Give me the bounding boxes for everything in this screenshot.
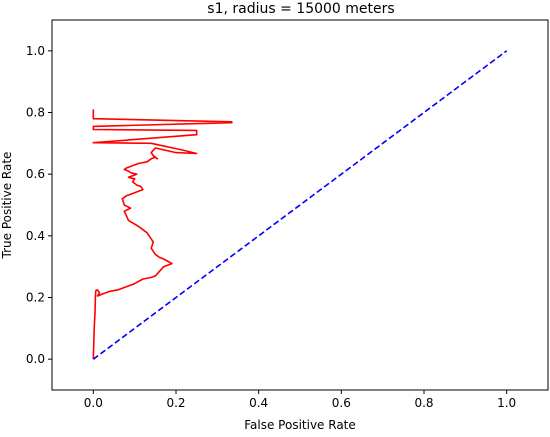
y-tick-label: 0.0 (26, 352, 45, 366)
x-tick-label: 1.0 (497, 396, 516, 410)
y-tick-label: 0.2 (26, 291, 45, 305)
chance-diagonal-line (92, 50, 508, 360)
x-tick-label: 0.6 (332, 396, 351, 410)
x-tick-label: 0.8 (414, 396, 433, 410)
x-tick-label: 0.4 (249, 396, 268, 410)
plot-frame (51, 19, 549, 391)
x-tick-label: 0.0 (84, 396, 103, 410)
y-tick-label: 0.6 (26, 167, 45, 181)
x-axis-label: False Positive Rate (244, 418, 356, 432)
chart-title: s1, radius = 15000 meters (207, 1, 394, 17)
y-tick-label: 0.8 (26, 106, 45, 120)
y-axis-label: True Positive Rate (0, 152, 14, 260)
y-tick-label: 1.0 (26, 44, 45, 58)
x-axis-ticks: 0.0 0.2 0.4 0.6 0.8 1.0 (84, 390, 516, 410)
plot-area (92, 50, 508, 360)
x-tick-label: 0.2 (166, 396, 185, 410)
roc-curve-line (92, 109, 233, 360)
y-tick-label: 0.4 (26, 229, 45, 243)
y-axis-ticks: 0.0 0.2 0.4 0.6 0.8 1.0 (26, 44, 52, 366)
